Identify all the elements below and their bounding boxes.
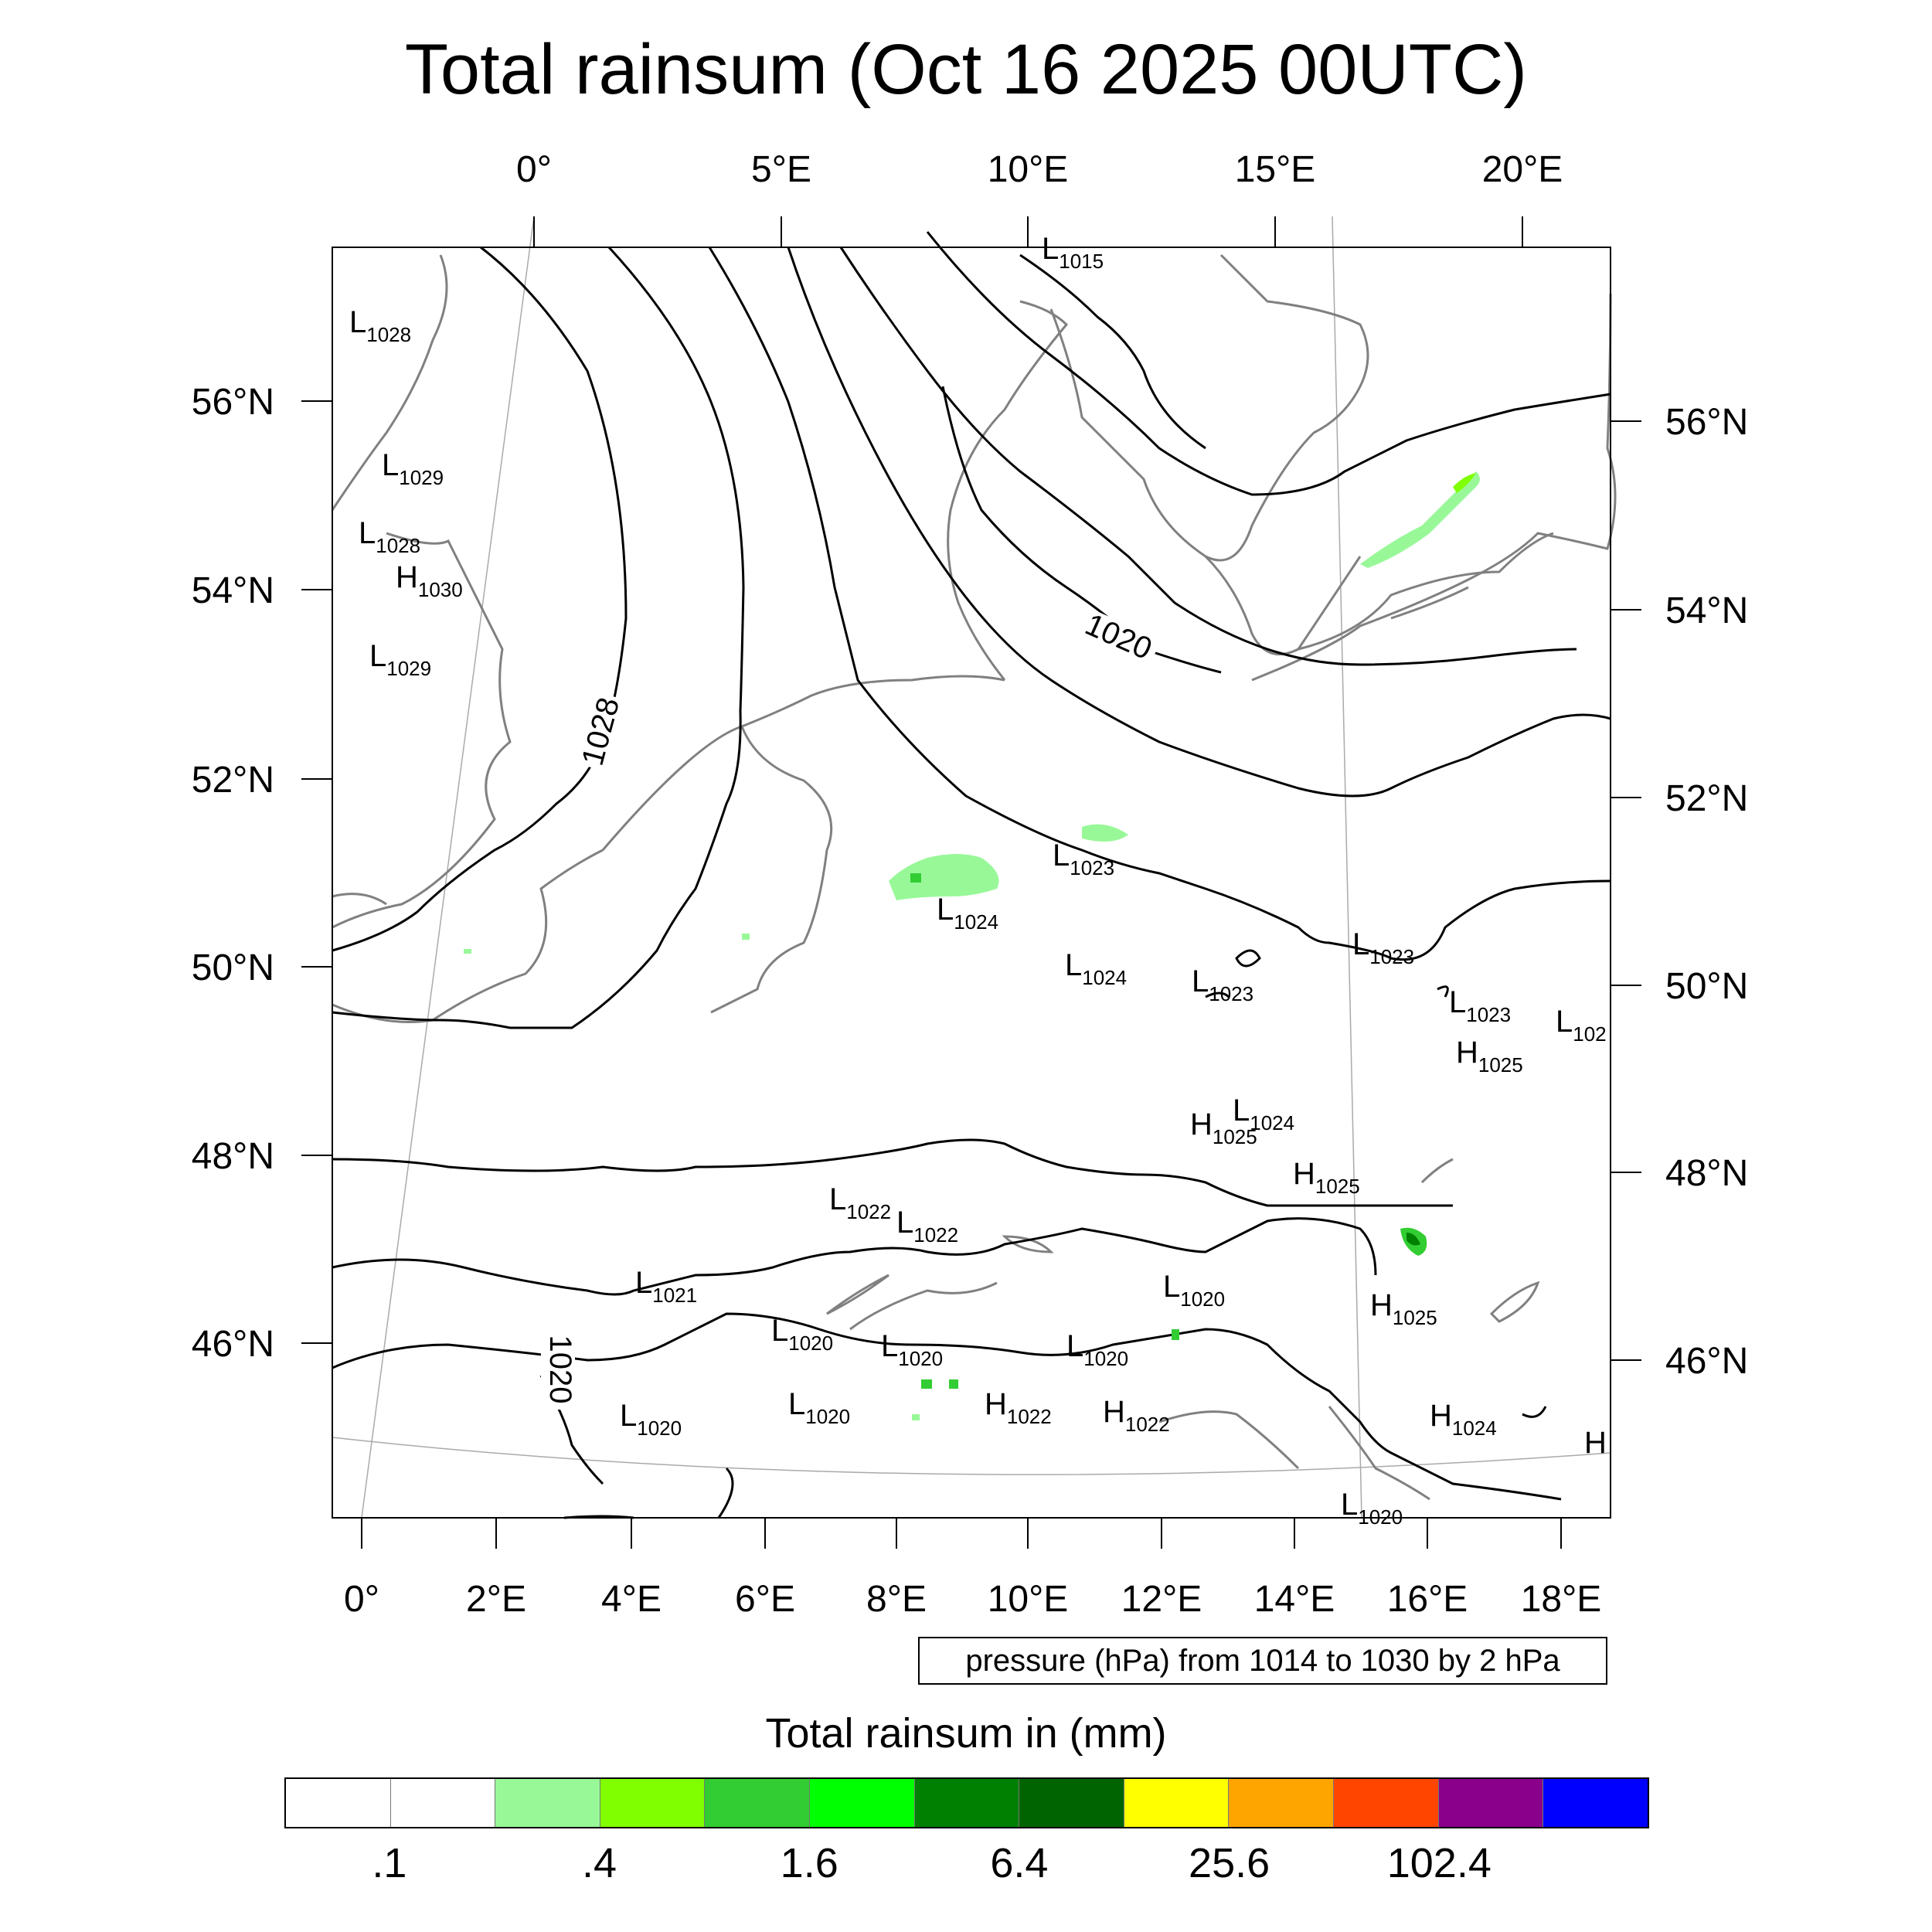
- low-pressure-label: L1023: [1192, 964, 1253, 1005]
- low-pressure-label: L1024: [937, 893, 998, 934]
- left-lat-labels: 56°N 54°N 52°N 50°N 48°N 46°N: [192, 382, 274, 1365]
- left-lat-label: 46°N: [192, 1324, 274, 1365]
- bottom-lon-label: 14°E: [1254, 1579, 1335, 1620]
- low-pressure-label: L1021: [635, 1266, 697, 1307]
- low-pressure-label: L1029: [369, 639, 431, 680]
- colorbar-box: [1124, 1779, 1230, 1827]
- low-pressure-label: L1024: [1065, 948, 1127, 989]
- high-pressure-label: H1025: [1190, 1107, 1257, 1148]
- map-frame: [332, 247, 1611, 1519]
- low-pressure-label: L1024: [1233, 1094, 1294, 1134]
- colorbar-box: [1543, 1779, 1648, 1827]
- chart-title: Total rainsum (Oct 16 2025 00UTC): [404, 30, 1528, 109]
- colorbar-label: .4: [582, 1840, 617, 1886]
- left-lat-label: 50°N: [192, 947, 274, 988]
- contour-labels: 1028 1020 1020: [541, 607, 1162, 1410]
- low-pressure-label: L1023: [1352, 927, 1414, 968]
- colorbar-box: [1019, 1779, 1124, 1827]
- colorbar-box: [286, 1779, 391, 1827]
- contour-info-text: pressure (hPa) from 1014 to 1030 by 2 hP…: [965, 1643, 1560, 1678]
- colorbar-box: [390, 1779, 496, 1827]
- low-pressure-label: L1028: [349, 305, 411, 346]
- high-pressure-label: H1030: [396, 560, 463, 601]
- colorbar-label: 102.4: [1386, 1840, 1492, 1886]
- right-lat-label: 48°N: [1665, 1153, 1748, 1194]
- colorbar-box: [705, 1779, 811, 1827]
- high-pressure-label: H1025: [1293, 1157, 1360, 1198]
- right-lat-labels: 56°N 54°N 52°N 50°N 48°N 46°N: [1665, 402, 1748, 1382]
- colorbar-box: [495, 1779, 600, 1827]
- top-lon-label: 5°E: [751, 149, 811, 190]
- high-pressure-label: H1024: [1430, 1399, 1497, 1440]
- low-pressure-label: L1015: [1042, 232, 1104, 273]
- bottom-lon-label: 8°E: [866, 1579, 927, 1620]
- bottom-lon-labels: 0° 2°E 4°E 6°E 8°E 10°E 12°E 14°E 16°E 1…: [344, 1579, 1601, 1620]
- bottom-lon-label: 4°E: [601, 1579, 662, 1620]
- low-pressure-label: L1023: [1053, 838, 1114, 879]
- right-lat-label: 50°N: [1665, 966, 1748, 1007]
- low-pressure-label: L1029: [382, 448, 444, 489]
- bottom-lon-label: 6°E: [735, 1579, 795, 1620]
- high-pressure-label: H1025: [1456, 1036, 1523, 1077]
- right-lat-label: 46°N: [1665, 1341, 1748, 1382]
- colorbar-label: 6.4: [990, 1840, 1049, 1886]
- right-lat-label: 56°N: [1665, 402, 1748, 443]
- colorbar-title: Total rainsum in (mm): [765, 1710, 1167, 1757]
- low-pressure-label: L1028: [359, 516, 420, 557]
- right-lat-label: 54°N: [1665, 590, 1748, 631]
- bottom-lon-label: 0°: [344, 1579, 379, 1620]
- rain-patches: [464, 471, 1480, 1420]
- high-pressure-label: H1025: [1370, 1288, 1437, 1329]
- top-lon-labels: 0° 5°E 10°E 15°E 20°E: [516, 149, 1563, 190]
- low-pressure-label: L1022: [896, 1206, 958, 1247]
- low-pressure-label: L1020: [881, 1329, 943, 1370]
- colorbar-label: .1: [372, 1840, 407, 1886]
- colorbar-label: 25.6: [1189, 1840, 1270, 1886]
- left-lat-label: 56°N: [192, 382, 274, 423]
- low-pressure-label: L1022: [829, 1182, 891, 1223]
- bottom-lon-label: 12°E: [1121, 1579, 1202, 1620]
- left-lat-label: 48°N: [192, 1136, 274, 1177]
- left-lat-label: 52°N: [192, 760, 274, 801]
- high-pressure-label: H1022: [985, 1387, 1052, 1428]
- top-lon-label: 20°E: [1482, 149, 1563, 190]
- low-pressure-label: L1020: [1163, 1270, 1225, 1311]
- pressure-centers: L1015L1028L1029L1028H1030L1029L1023L1024…: [349, 232, 1607, 1529]
- colorbar-box: [914, 1779, 1020, 1827]
- colorbar-label: 1.6: [780, 1840, 838, 1886]
- colorbar-box: [1229, 1779, 1335, 1827]
- colorbar-box: [810, 1779, 915, 1827]
- colorbar-box: [1334, 1779, 1439, 1827]
- left-lat-label: 54°N: [192, 570, 274, 611]
- low-pressure-label: L1020: [620, 1399, 682, 1440]
- top-lon-label: 15°E: [1235, 149, 1316, 190]
- contour-label: 1020: [543, 1335, 577, 1404]
- low-pressure-label: L1020: [788, 1387, 850, 1428]
- low-pressure-label: L1023: [1449, 985, 1511, 1026]
- low-pressure-label: L102: [1556, 1005, 1607, 1046]
- high-pressure-label: H: [1584, 1426, 1607, 1460]
- colorbar: [284, 1777, 1649, 1828]
- contour-info-box: pressure (hPa) from 1014 to 1030 by 2 hP…: [918, 1637, 1607, 1685]
- right-lat-label: 52°N: [1665, 778, 1748, 819]
- colorbar-box: [1438, 1779, 1544, 1827]
- colorbar-box: [600, 1779, 706, 1827]
- graticule: [332, 216, 1611, 1519]
- high-pressure-label: H1022: [1103, 1395, 1170, 1436]
- bottom-lon-label: 16°E: [1387, 1579, 1468, 1620]
- low-pressure-label: L1020: [771, 1314, 833, 1355]
- low-pressure-label: L1020: [1341, 1488, 1403, 1529]
- coastlines: [331, 253, 1617, 1501]
- colorbar-labels: .1 .4 1.6 6.4 25.6 102.4: [0, 1839, 1932, 1893]
- bottom-lon-label: 2°E: [466, 1579, 526, 1620]
- low-pressure-label: L1020: [1066, 1329, 1128, 1370]
- tick-marks: [301, 216, 1641, 1549]
- bottom-lon-label: 10°E: [988, 1579, 1069, 1620]
- top-lon-label: 10°E: [988, 149, 1069, 190]
- bottom-lon-label: 18°E: [1521, 1579, 1602, 1620]
- top-lon-label: 0°: [516, 149, 552, 190]
